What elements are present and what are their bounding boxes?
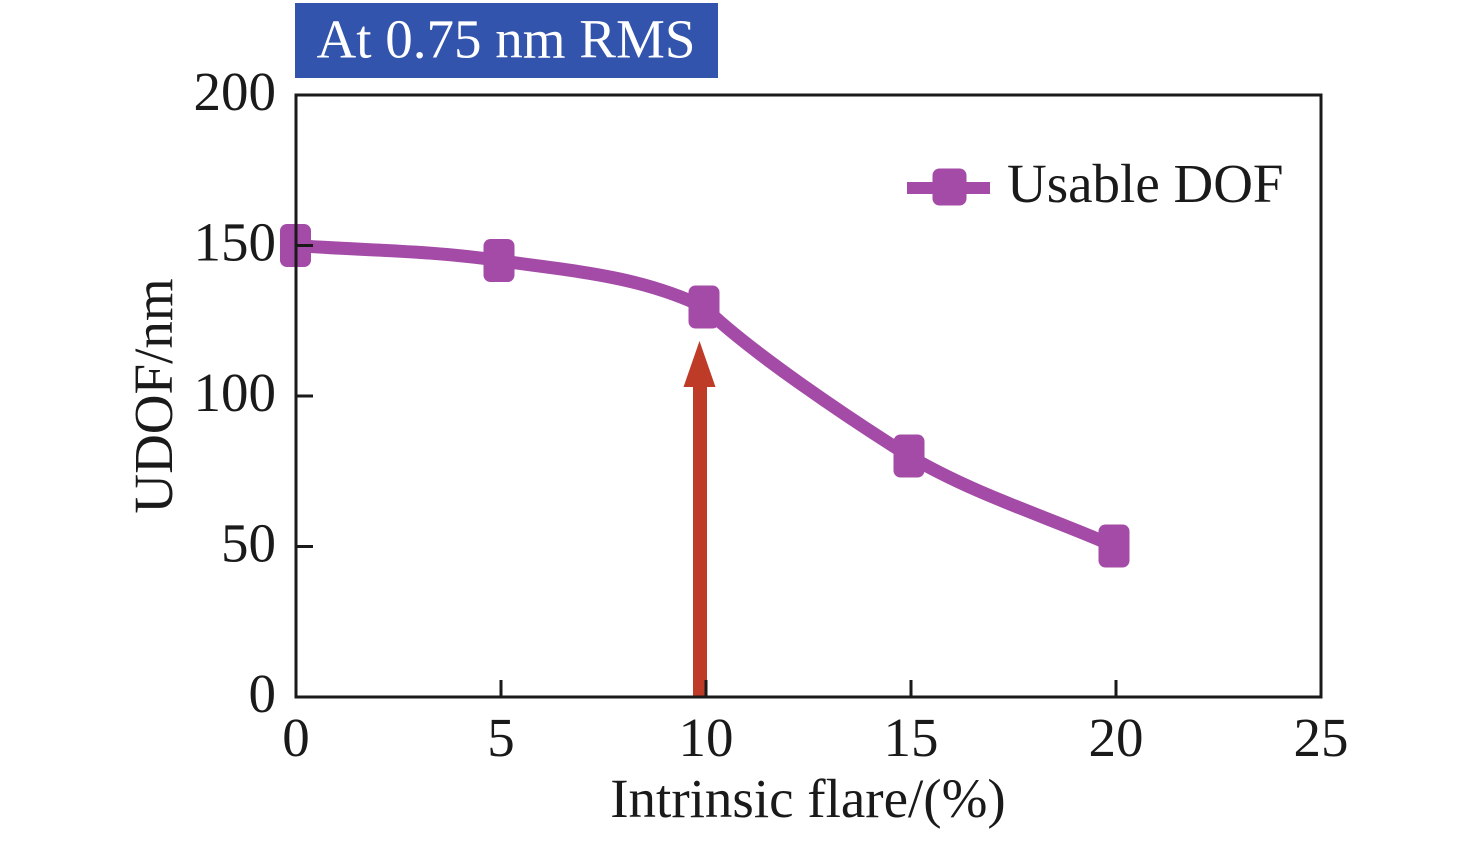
svg-text:UDOF/nm: UDOF/nm bbox=[123, 278, 184, 513]
svg-text:At 0.75 nm RMS: At 0.75 nm RMS bbox=[317, 9, 696, 70]
svg-text:10: 10 bbox=[679, 707, 734, 768]
svg-text:0: 0 bbox=[282, 707, 310, 768]
svg-text:50: 50 bbox=[221, 513, 276, 574]
svg-text:Usable DOF: Usable DOF bbox=[1007, 153, 1284, 214]
svg-text:0: 0 bbox=[249, 663, 277, 724]
svg-text:15: 15 bbox=[884, 707, 939, 768]
svg-text:5: 5 bbox=[487, 707, 515, 768]
svg-text:200: 200 bbox=[194, 61, 277, 122]
svg-text:100: 100 bbox=[194, 362, 277, 423]
svg-text:20: 20 bbox=[1089, 707, 1144, 768]
svg-text:150: 150 bbox=[194, 212, 277, 273]
svg-text:25: 25 bbox=[1294, 707, 1349, 768]
svg-text:Intrinsic flare/(%): Intrinsic flare/(%) bbox=[610, 768, 1006, 829]
